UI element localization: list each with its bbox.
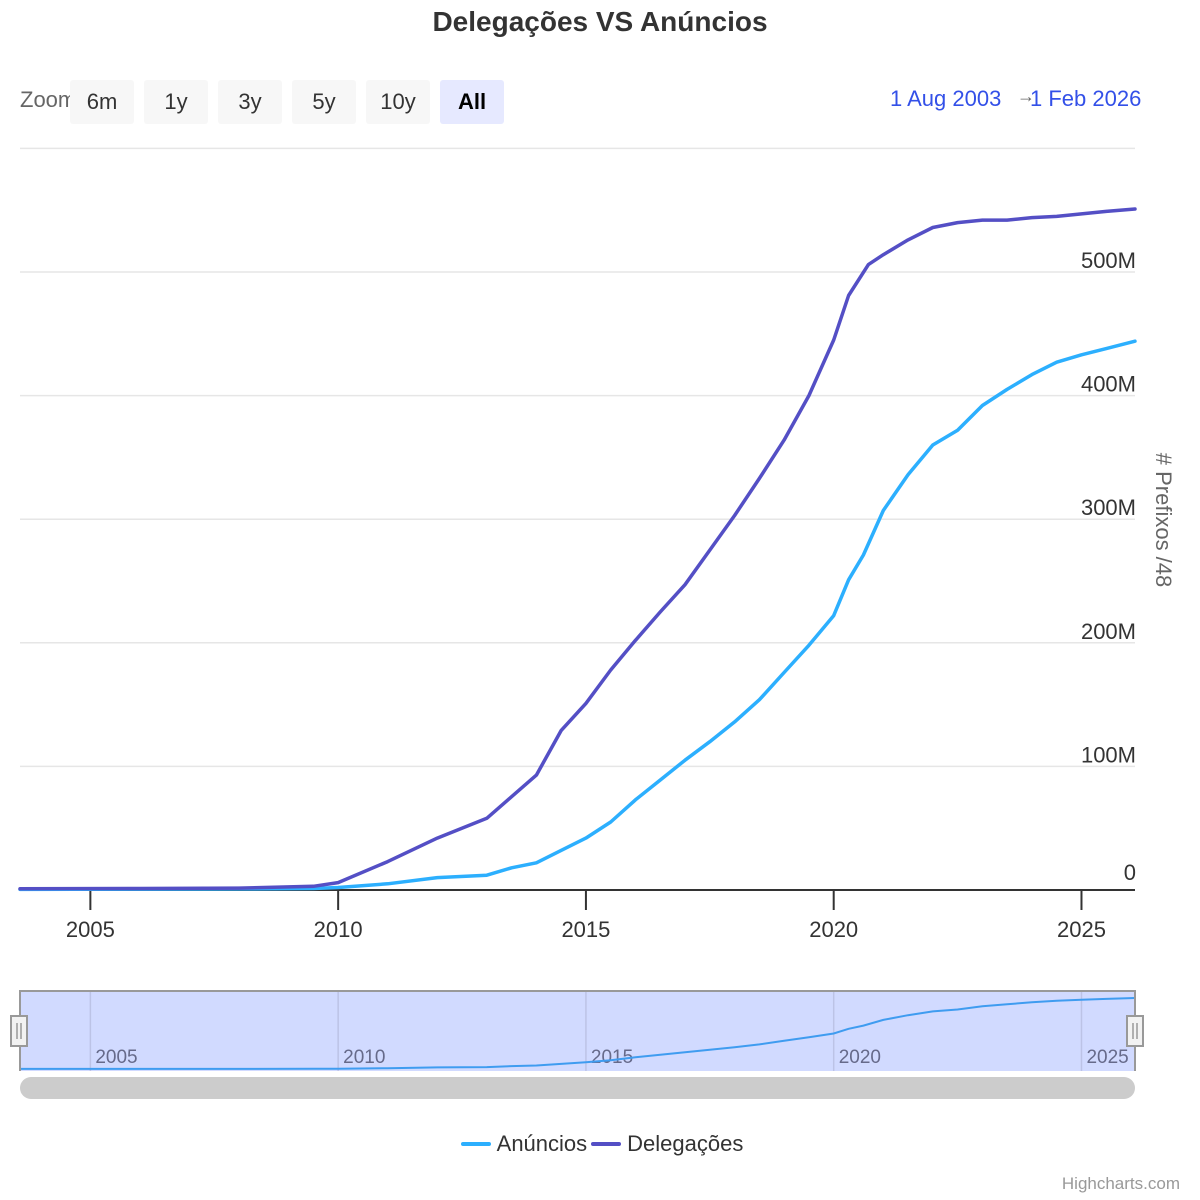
navigator-mask[interactable] (20, 991, 1135, 1071)
legend-label-anuncios: Anúncios (496, 1131, 588, 1156)
zoom-6m-button[interactable]: 6m (70, 80, 134, 124)
y-tick-label: 500M (1081, 248, 1136, 273)
x-axis: 2005 2010 2015 2020 2025 (20, 889, 1135, 942)
x-tick-label: 2015 (561, 917, 610, 942)
zoom-1y-button[interactable]: 1y (144, 80, 208, 124)
y-tick-label: 100M (1081, 742, 1136, 767)
zoom-3y-button[interactable]: 3y (218, 80, 282, 124)
navigator-right-handle[interactable] (1126, 1015, 1144, 1047)
x-tick-label: 2010 (314, 917, 363, 942)
y-tick-label: 200M (1081, 619, 1136, 644)
navigator-tick-label: 2025 (1086, 1047, 1128, 1068)
legend-swatch-anuncios (460, 1142, 491, 1146)
legend-item-anuncios[interactable]: Anúncios (457, 1131, 588, 1157)
series-line-delegações[interactable] (18, 207, 1137, 891)
y-axis-title: # Prefixos /48 (1151, 453, 1176, 588)
legend-item-delegacoes[interactable]: Delegações (587, 1131, 743, 1157)
zoom-all-button[interactable]: All (440, 80, 504, 124)
x-tick-label: 2020 (809, 917, 858, 942)
navigator-tick-label: 2010 (343, 1047, 385, 1068)
range-to-input[interactable]: 1 Feb 2026 (1030, 86, 1142, 111)
y-tick-label: 0 (1124, 860, 1136, 885)
chart-title: Delegações VS Anúncios (432, 6, 768, 37)
range-from-input[interactable]: 1 Aug 2003 (890, 86, 1002, 111)
legend-swatch-delegacoes (591, 1142, 622, 1146)
grid-lines (20, 147, 1135, 768)
series-lines (18, 207, 1137, 892)
zoom-label: Zoom (20, 87, 72, 112)
navigator-tick-label: 2020 (839, 1047, 881, 1068)
credits-link[interactable]: Highcharts.com (1061, 1174, 1180, 1193)
y-tick-label: 400M (1081, 372, 1136, 397)
zoom-10y-button[interactable]: 10y (366, 80, 430, 124)
scrollbar[interactable] (20, 1077, 1135, 1099)
navigator-tick-label: 2015 (591, 1047, 633, 1068)
zoom-5y-button[interactable]: 5y (292, 80, 356, 124)
navigator-series-line (20, 997, 1136, 1070)
y-axis-labels: 0 100M 200M 300M 400M 500M (1081, 248, 1136, 885)
navigator[interactable]: 2005 2010 2015 2020 2025 (10, 990, 1144, 1099)
series-line-anúncios[interactable] (18, 339, 1137, 892)
x-tick-label: 2005 (66, 917, 115, 942)
y-tick-label: 300M (1081, 495, 1136, 520)
legend: Anúncios Delegações (0, 1126, 1200, 1157)
range-arrow-icon: → (1017, 86, 1035, 106)
legend-label-delegacoes: Delegações (627, 1131, 744, 1156)
navigator-tick-label: 2005 (95, 1047, 137, 1068)
x-tick-label: 2025 (1057, 917, 1106, 942)
navigator-left-handle[interactable] (10, 1015, 28, 1047)
